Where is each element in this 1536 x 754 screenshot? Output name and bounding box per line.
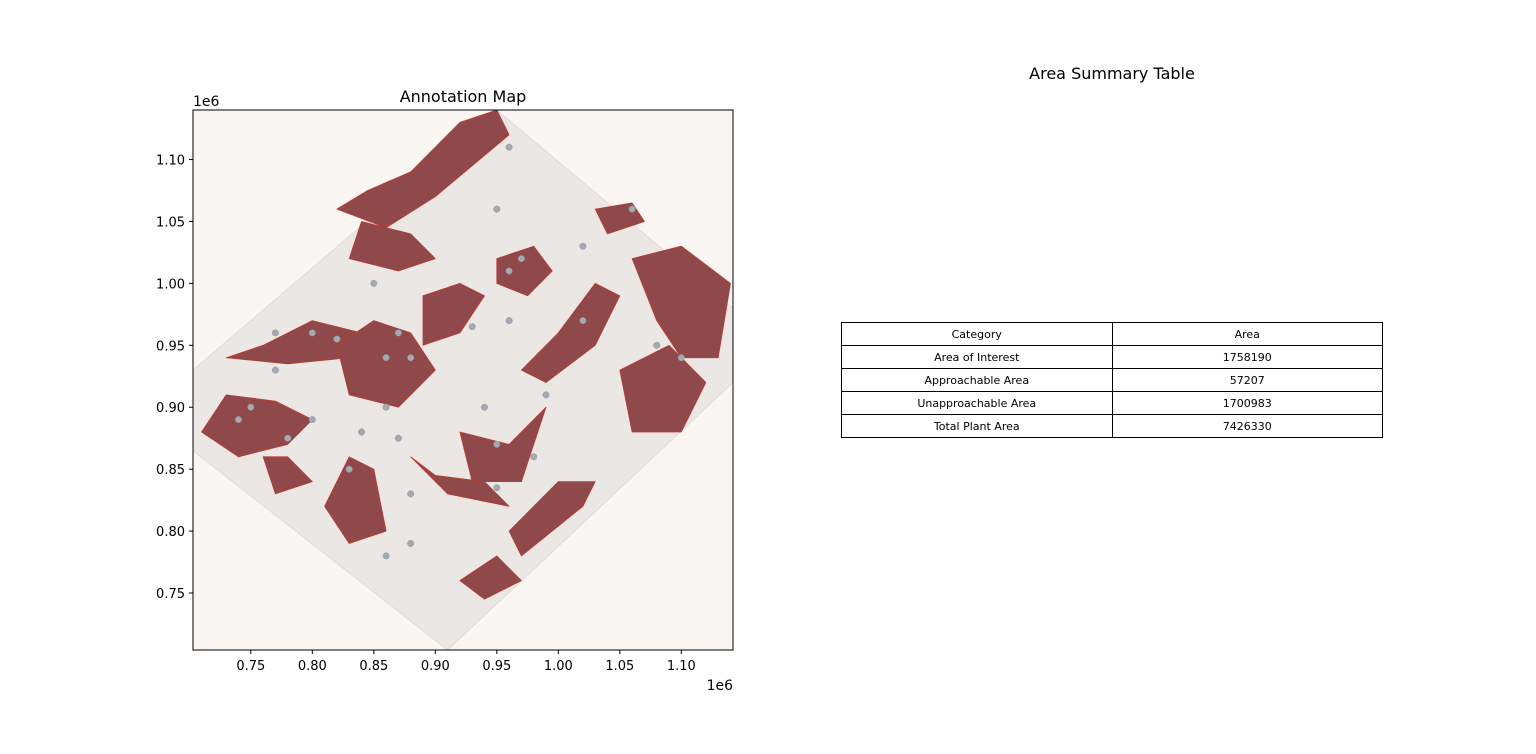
- unapproachable-patch: [271, 329, 279, 337]
- unapproachable-patch: [493, 484, 501, 492]
- unapproachable-patch: [394, 434, 402, 442]
- x-offset-label: 1e6: [707, 678, 734, 694]
- y-axis: 0.75 0.80 0.85 0.90 0.95 1.00 1.05 1.10: [156, 154, 193, 602]
- unapproachable-patch: [247, 403, 255, 411]
- row-category: Approachable Area: [841, 368, 1113, 392]
- unapproachable-patch: [333, 335, 341, 343]
- unapproachable-patch: [505, 143, 513, 151]
- unapproachable-patch: [271, 366, 279, 374]
- map-title: Annotation Map: [400, 87, 527, 106]
- unapproachable-patch: [530, 453, 538, 461]
- row-area: 1758190: [1111, 345, 1383, 369]
- unapproachable-patch: [358, 428, 365, 436]
- unapproachable-patch: [468, 323, 476, 331]
- plant-area-region: [496, 245, 553, 297]
- x-tick-label: 0.80: [298, 659, 327, 674]
- table-header-row: Category Area: [841, 322, 1383, 346]
- unapproachable-patch: [517, 255, 525, 263]
- plant-area-region: [619, 344, 707, 433]
- unapproachable-patch: [628, 205, 636, 213]
- plant-area-region: [459, 406, 547, 483]
- plant-area-region: [410, 456, 510, 507]
- y-tick-label: 1.05: [156, 215, 185, 230]
- plant-area-region: [508, 481, 596, 557]
- unapproachable-patch: [579, 317, 587, 325]
- unapproachable-patch: [653, 341, 661, 349]
- plant-area-region: [262, 456, 313, 495]
- unapproachable-patch: [542, 391, 550, 399]
- row-category: Unapproachable Area: [841, 391, 1113, 415]
- x-tick-label: 1.05: [605, 659, 634, 674]
- plant-area-region: [348, 221, 436, 272]
- y-tick-label: 1.10: [156, 154, 185, 169]
- unapproachable-patch: [284, 434, 292, 442]
- y-tick-label: 0.80: [156, 525, 185, 540]
- x-tick-label: 0.85: [359, 659, 388, 674]
- header-area: Area: [1111, 322, 1383, 346]
- header-category: Category: [841, 322, 1113, 346]
- row-area: 57207: [1111, 368, 1383, 392]
- unapproachable-patch: [345, 465, 353, 473]
- plant-area-region: [459, 555, 522, 600]
- row-area: 1700983: [1111, 391, 1383, 415]
- plant-area-region: [336, 320, 436, 408]
- unapproachable-patch: [394, 329, 402, 337]
- plant-area-region: [422, 282, 485, 346]
- x-tick-label: 0.90: [421, 659, 450, 674]
- unapproachable-patch: [382, 354, 390, 362]
- y-tick-label: 0.90: [156, 401, 185, 416]
- terrain-footprint: [193, 110, 733, 650]
- unapproachable-patch: [382, 552, 390, 560]
- y-offset-label: 1e6: [193, 94, 220, 110]
- unapproachable-patch: [677, 354, 685, 362]
- unapproachable-patch: [407, 490, 415, 498]
- unapproachable-patch: [407, 354, 415, 362]
- unapproachable-patch: [481, 403, 488, 411]
- plant-area-region: [521, 282, 621, 383]
- y-tick-label: 0.85: [156, 463, 185, 478]
- plant-area-region: [336, 110, 510, 229]
- row-category: Total Plant Area: [841, 414, 1113, 438]
- unapproachable-patch: [493, 205, 501, 213]
- unapproachable-patch: [235, 416, 242, 424]
- unapproachable-patch: [382, 403, 390, 411]
- y-tick-label: 0.95: [156, 339, 185, 354]
- unapproachable-patch: [505, 267, 513, 275]
- unapproachable-patch: [407, 540, 415, 547]
- table-row: Total Plant Area 7426330: [841, 414, 1383, 438]
- row-category: Area of Interest: [841, 345, 1113, 369]
- unapproachable-patch: [579, 242, 587, 250]
- y-tick-label: 0.75: [156, 587, 185, 602]
- x-tick-label: 1.00: [544, 659, 573, 674]
- area-summary-table: Category Area Area of Interest 1758190 A…: [841, 322, 1383, 438]
- y-tick-label: 1.00: [156, 277, 185, 292]
- unapproachable-patch: [505, 317, 513, 325]
- unapproachable-patch: [370, 279, 378, 287]
- plant-area-region: [324, 456, 387, 544]
- row-area: 7426330: [1111, 414, 1383, 438]
- table-title: Area Summary Table: [1029, 64, 1195, 83]
- table-row: Area of Interest 1758190: [841, 345, 1383, 369]
- x-tick-label: 0.95: [482, 659, 511, 674]
- map-content: [193, 110, 733, 650]
- unapproachable-patch: [493, 440, 501, 448]
- x-axis: 0.75 0.80 0.85 0.90 0.95 1.00 1.05 1.10: [236, 650, 696, 674]
- plant-area-region: [201, 394, 313, 458]
- plant-area-region: [631, 245, 731, 359]
- x-tick-label: 1.10: [667, 659, 696, 674]
- unapproachable-patch: [308, 329, 316, 337]
- unapproachable-patch: [308, 416, 316, 424]
- map-axes[interactable]: [192, 109, 734, 651]
- x-tick-label: 0.75: [236, 659, 265, 674]
- table-row: Unapproachable Area 1700983: [841, 391, 1383, 415]
- map-frame: [192, 109, 734, 651]
- table-row: Approachable Area 57207: [841, 368, 1383, 392]
